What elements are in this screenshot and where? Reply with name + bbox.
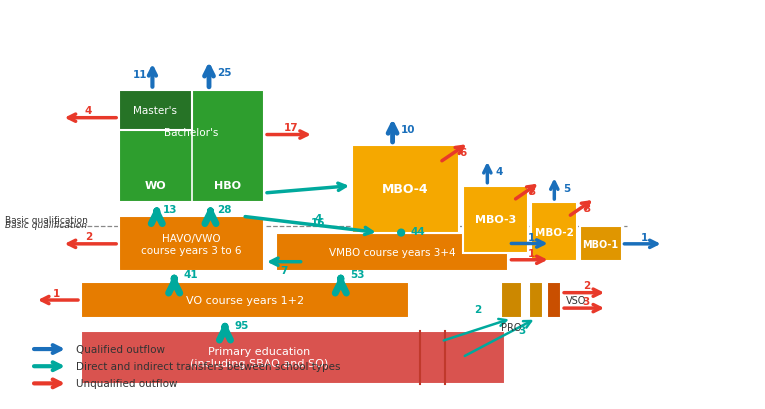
Text: PRO: PRO xyxy=(501,323,522,333)
Text: Direct and indirect transfers between school types: Direct and indirect transfers between sc… xyxy=(76,361,340,371)
Text: HAVO/VWO
course years 3 to 6: HAVO/VWO course years 3 to 6 xyxy=(142,234,242,255)
Bar xyxy=(275,233,509,272)
Text: 4: 4 xyxy=(85,106,93,116)
Bar xyxy=(548,282,562,319)
Text: Primary education
(including SBAO and SO): Primary education (including SBAO and SO… xyxy=(190,346,328,368)
Bar xyxy=(501,282,522,319)
Text: 2: 2 xyxy=(85,232,92,242)
Bar xyxy=(81,282,409,319)
Text: Master's: Master's xyxy=(133,106,177,115)
Bar xyxy=(580,227,621,262)
Bar xyxy=(532,202,578,262)
Text: 3: 3 xyxy=(584,203,591,213)
Bar xyxy=(119,90,264,202)
Text: 44: 44 xyxy=(411,226,425,236)
Bar xyxy=(463,186,528,254)
Text: 2: 2 xyxy=(474,305,482,315)
Text: HBO: HBO xyxy=(214,181,242,191)
Text: 1: 1 xyxy=(53,288,60,298)
Bar xyxy=(529,282,543,319)
Text: MBO-3: MBO-3 xyxy=(474,215,516,225)
Bar xyxy=(119,90,191,131)
Text: MBO-4: MBO-4 xyxy=(382,183,428,196)
Text: 1: 1 xyxy=(528,232,535,243)
Bar xyxy=(352,145,459,233)
Text: 53: 53 xyxy=(350,270,365,280)
Text: 41: 41 xyxy=(184,270,198,280)
Text: VO course years 1+2: VO course years 1+2 xyxy=(186,295,304,305)
Text: 6: 6 xyxy=(459,147,466,157)
Text: 11: 11 xyxy=(133,70,148,80)
Text: 28: 28 xyxy=(217,204,232,215)
Text: 7: 7 xyxy=(280,265,288,275)
Text: MBO-2: MBO-2 xyxy=(535,227,574,237)
Bar xyxy=(81,331,505,384)
Text: 13: 13 xyxy=(163,204,177,215)
Text: 1: 1 xyxy=(641,232,648,242)
Text: Bachelor's: Bachelor's xyxy=(164,128,219,138)
Text: 3: 3 xyxy=(529,187,536,197)
Text: 4: 4 xyxy=(496,167,503,177)
Text: 17: 17 xyxy=(284,123,298,133)
Text: 10: 10 xyxy=(401,125,415,135)
Bar xyxy=(119,217,264,272)
Text: 5: 5 xyxy=(563,183,570,193)
Text: 25: 25 xyxy=(217,68,232,78)
Text: VSO: VSO xyxy=(566,295,586,305)
Text: Basic qualification: Basic qualification xyxy=(5,220,86,229)
Text: 3: 3 xyxy=(583,296,590,306)
Text: Qualified outflow: Qualified outflow xyxy=(76,344,164,354)
Text: 3: 3 xyxy=(518,325,525,335)
Text: WO: WO xyxy=(145,181,166,191)
Text: 4: 4 xyxy=(314,214,322,224)
Text: 16: 16 xyxy=(311,218,325,228)
Text: 1: 1 xyxy=(528,249,535,258)
Text: Basic qualification: Basic qualification xyxy=(5,216,87,225)
Text: Unqualified outflow: Unqualified outflow xyxy=(76,378,177,389)
Text: VMBO course years 3+4: VMBO course years 3+4 xyxy=(329,247,455,257)
Text: 95: 95 xyxy=(235,320,249,330)
Text: MBO-1: MBO-1 xyxy=(582,239,619,249)
Text: 2: 2 xyxy=(583,281,590,291)
